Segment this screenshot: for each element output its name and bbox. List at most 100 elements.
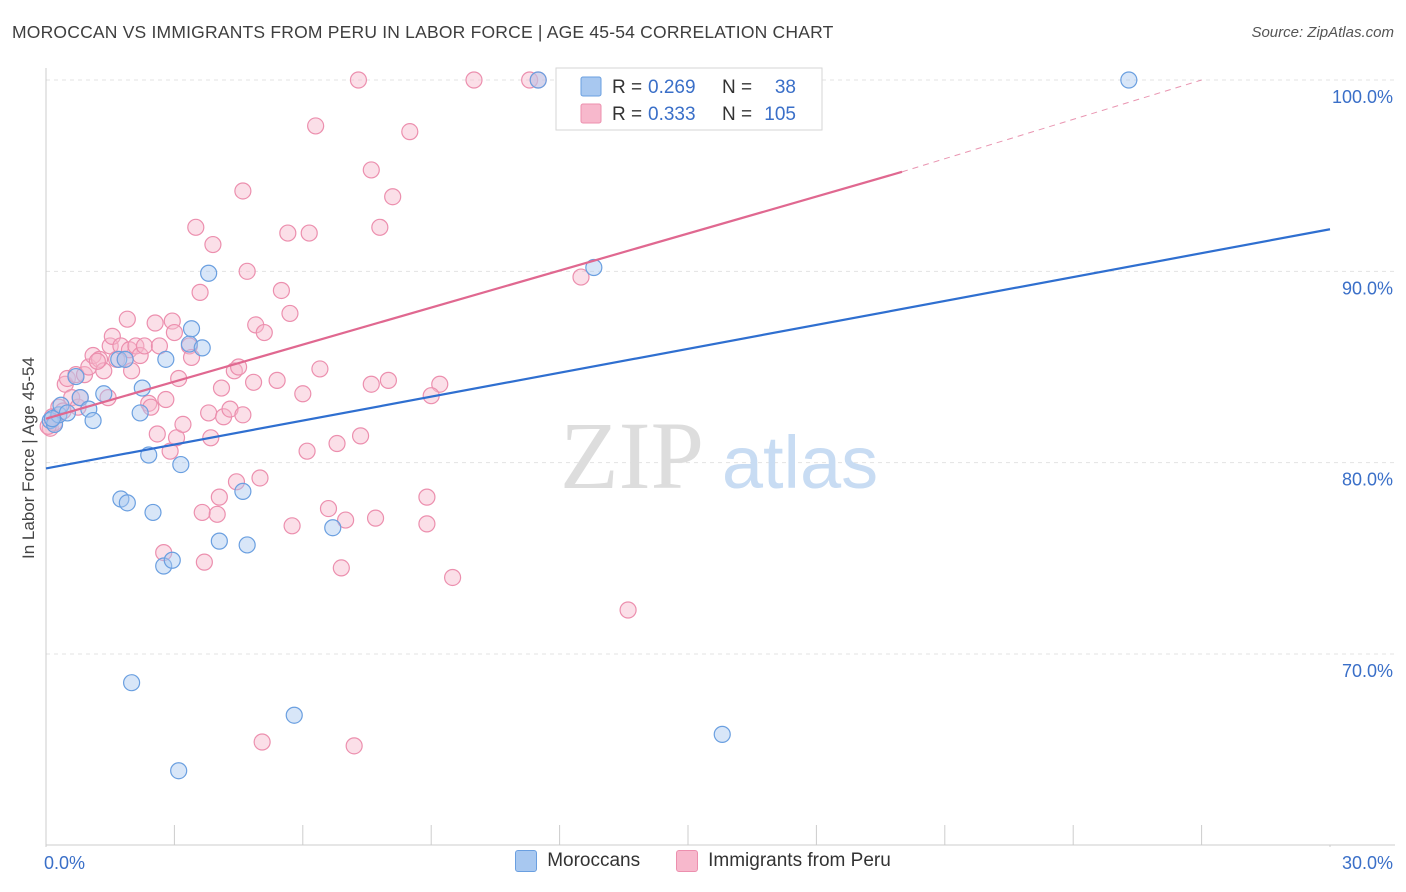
data-point <box>182 348 201 367</box>
legend-label: Moroccans <box>547 850 641 871</box>
gridlines <box>46 79 1395 655</box>
data-point <box>174 415 192 433</box>
data-point <box>379 371 397 389</box>
stats-swatch-pink <box>580 103 602 124</box>
stats-r-value: 0.333 <box>648 104 696 125</box>
data-point <box>465 71 483 89</box>
data-point <box>362 161 380 179</box>
trend-lines <box>45 79 1331 470</box>
data-point <box>418 515 436 533</box>
data-point <box>268 371 286 389</box>
data-point <box>328 434 346 453</box>
watermark: ZIP atlas <box>560 402 878 509</box>
data-point <box>351 427 370 445</box>
data-point <box>294 385 312 403</box>
data-point <box>144 503 162 522</box>
data-point <box>71 389 89 407</box>
x-tick-label: 30.0% <box>1342 853 1393 873</box>
stats-n-label: N = <box>722 77 752 98</box>
stats-n-label: N = <box>722 104 752 125</box>
data-point <box>170 762 188 780</box>
data-point <box>238 262 256 280</box>
data-point <box>234 182 252 200</box>
stats-n-value: 105 <box>764 104 796 125</box>
data-point <box>191 283 209 301</box>
data-point <box>200 404 218 422</box>
stats-n-value: 38 <box>775 77 796 98</box>
data-point <box>208 505 226 523</box>
data-point <box>283 517 301 535</box>
axes: 70.0% 80.0% 90.0% 100.0% <box>45 68 1395 847</box>
data-point <box>251 469 269 487</box>
data-point <box>307 117 325 135</box>
source-label: Source: ZipAtlas.com <box>1251 24 1394 41</box>
data-point <box>418 488 436 506</box>
data-point <box>311 360 329 378</box>
data-point <box>349 71 368 89</box>
data-point <box>619 601 637 619</box>
y-tick-label: 90.0% <box>1342 278 1393 298</box>
data-point <box>371 218 389 236</box>
data-point <box>234 406 252 424</box>
y-tick-label: 70.0% <box>1342 661 1393 681</box>
legend-item-moroccans[interactable]: Moroccans <box>515 850 640 872</box>
data-point <box>142 398 160 416</box>
stats-legend-box: R = 0.269 N = 38 R = 0.333 N = 105 <box>555 67 823 131</box>
data-point <box>362 375 380 393</box>
data-point <box>238 536 256 554</box>
trend-line-peru <box>45 170 903 420</box>
data-point <box>200 264 218 282</box>
data-point <box>157 350 175 368</box>
data-point <box>345 737 363 755</box>
chart-title: MOROCCAN VS IMMIGRANTS FROM PERU IN LABO… <box>12 22 834 42</box>
data-point <box>110 350 128 368</box>
data-point <box>332 559 350 577</box>
data-point <box>193 503 211 522</box>
data-point <box>182 320 201 338</box>
data-point <box>281 304 299 323</box>
data-point <box>172 455 190 474</box>
data-point <box>210 532 228 550</box>
data-point <box>187 218 205 236</box>
data-point <box>118 494 136 512</box>
data-point <box>572 268 590 286</box>
data-point <box>234 482 252 500</box>
data-point <box>319 499 338 518</box>
data-point <box>713 725 731 743</box>
data-point <box>529 71 547 89</box>
data-point <box>401 123 419 141</box>
data-point <box>300 224 318 242</box>
stats-swatch-blue <box>580 76 602 97</box>
data-point <box>118 310 136 328</box>
data-point <box>195 553 213 571</box>
chart-legend: Moroccans Immigrants from Peru <box>0 850 1406 872</box>
data-point <box>148 425 166 443</box>
data-point <box>163 551 181 569</box>
data-point <box>155 557 173 575</box>
legend-swatch-pink <box>676 850 699 872</box>
watermark-atlas: atlas <box>722 421 878 504</box>
stats-r-value: 0.269 <box>648 77 696 98</box>
data-point <box>212 379 231 397</box>
data-point <box>324 519 342 537</box>
x-tick-label: 0.0% <box>44 853 85 873</box>
data-point <box>227 473 246 491</box>
series-moroccans <box>41 71 1138 780</box>
data-point <box>112 337 130 355</box>
data-point <box>146 314 164 332</box>
data-point <box>384 188 402 206</box>
data-point <box>103 327 121 345</box>
data-point <box>123 674 141 692</box>
legend-item-peru[interactable]: Immigrants from Peru <box>676 850 891 872</box>
data-point <box>337 511 355 529</box>
data-point <box>253 733 271 751</box>
data-point <box>193 339 211 357</box>
trend-line-moroccans <box>45 228 1331 470</box>
y-axis-label: In Labor Force | Age 45-54 <box>19 357 38 559</box>
data-point <box>95 362 113 380</box>
data-point <box>244 373 263 391</box>
y-tick-label: 100.0% <box>1332 87 1393 107</box>
data-point <box>67 367 85 386</box>
